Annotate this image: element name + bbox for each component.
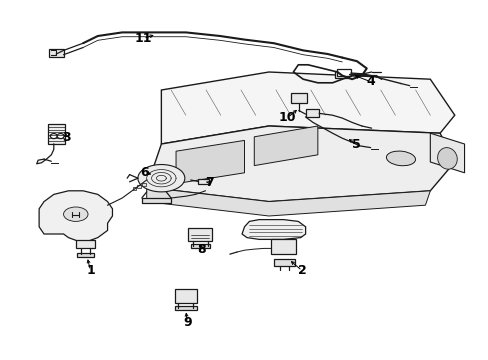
Bar <box>305 109 319 117</box>
Text: 1: 1 <box>86 264 95 277</box>
Bar <box>334 71 348 78</box>
Ellipse shape <box>63 207 88 221</box>
Bar <box>137 185 141 188</box>
Bar <box>77 253 94 257</box>
Text: 9: 9 <box>183 316 191 329</box>
Text: 4: 4 <box>366 75 374 88</box>
Bar <box>175 289 196 303</box>
Circle shape <box>50 134 57 139</box>
Bar <box>142 183 146 186</box>
Bar <box>132 187 136 190</box>
Bar <box>76 240 95 248</box>
Bar <box>48 124 65 144</box>
Polygon shape <box>146 126 454 202</box>
Polygon shape <box>254 126 317 166</box>
Text: 2: 2 <box>297 264 306 277</box>
Text: 5: 5 <box>351 138 360 150</box>
Polygon shape <box>161 72 454 144</box>
Polygon shape <box>242 220 305 239</box>
Ellipse shape <box>437 148 456 169</box>
Polygon shape <box>39 191 112 241</box>
Bar <box>175 306 196 310</box>
Ellipse shape <box>386 151 415 166</box>
Bar <box>49 49 63 57</box>
Polygon shape <box>138 165 184 192</box>
Polygon shape <box>176 140 244 184</box>
Text: 8: 8 <box>197 243 206 256</box>
Text: 7: 7 <box>204 176 213 189</box>
Text: 3: 3 <box>61 131 70 144</box>
Polygon shape <box>429 133 464 173</box>
Polygon shape <box>146 187 429 216</box>
Bar <box>337 69 350 76</box>
Bar <box>188 228 211 241</box>
Text: 10: 10 <box>278 111 296 124</box>
Bar <box>198 179 208 184</box>
Text: 11: 11 <box>134 32 152 45</box>
Circle shape <box>57 134 64 139</box>
Bar <box>273 259 295 266</box>
Bar <box>190 244 210 248</box>
Bar <box>271 239 295 254</box>
Text: 6: 6 <box>140 166 148 179</box>
Bar <box>142 198 171 203</box>
Bar <box>290 93 306 103</box>
